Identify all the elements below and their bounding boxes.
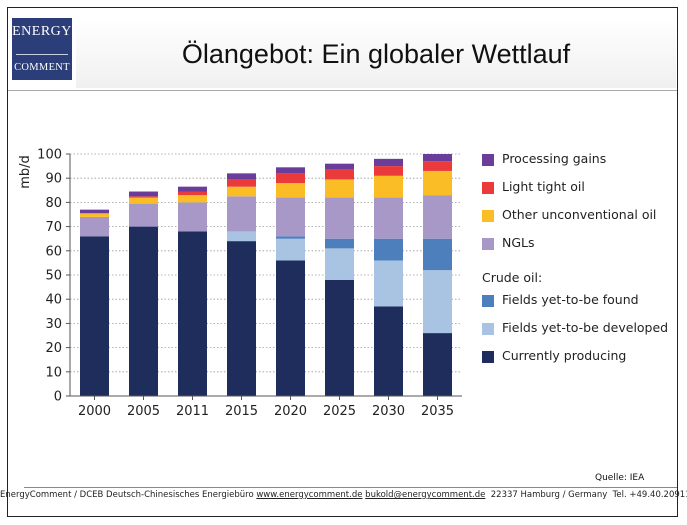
y-tick-label-40: 40 (45, 293, 62, 308)
footer: EnergyComment / DCEB Deutsch-Chinesische… (0, 490, 687, 500)
bar-2035-currently_producing (423, 333, 452, 396)
bar-2035-ngls (423, 195, 452, 239)
bar-2005-light_tight_oil (129, 196, 158, 198)
bar-2011-light_tight_oil (178, 191, 207, 196)
source-note: Quelle: IEA (595, 473, 645, 483)
y-tick-label-80: 80 (45, 196, 62, 211)
y-tick-label-60: 60 (45, 244, 62, 259)
x-tick-label-2015: 2015 (225, 404, 258, 419)
bar-2000-other_unconventional (80, 213, 109, 217)
bar-2025-other_unconventional (325, 179, 354, 198)
bar-2035-other_unconventional (423, 170, 452, 196)
y-axis-label: mb/d (18, 155, 33, 189)
bar-2030-light_tight_oil (374, 166, 403, 176)
bar-2020-processing_gains (276, 167, 305, 174)
legend-label-yet-to-be-found: Fields yet-to-be found (502, 292, 639, 307)
bar-2030-processing_gains (374, 158, 403, 167)
bar-2020-yet_to_be_developed (276, 238, 305, 261)
bar-2015-processing_gains (227, 173, 256, 180)
legend-swatch-processing-gains (482, 154, 494, 166)
x-tick-label-2030: 2030 (372, 404, 405, 419)
bar-2015-ngls (227, 196, 256, 232)
bar-2011-other_unconventional (178, 195, 207, 203)
y-tick-label-30: 30 (45, 317, 62, 332)
bar-2025-light_tight_oil (325, 169, 354, 180)
legend-swatch-yet-to-be-developed (482, 323, 494, 335)
bar-2005-other_unconventional (129, 197, 158, 204)
legend-swatch-light-tight-oil (482, 182, 494, 194)
legend-heading-crude-oil: Crude oil: (482, 270, 543, 285)
bar-2030-yet_to_be_developed (374, 260, 403, 307)
footer-email-link[interactable]: bukold@energycomment.de (365, 490, 486, 500)
y-tick-label-20: 20 (45, 341, 62, 356)
y-tick-label-70: 70 (45, 220, 62, 235)
bar-2020-ngls (276, 197, 305, 237)
legend-label-other-unconventional: Other unconventional oil (502, 207, 657, 222)
logo-line-2: COMMENT (14, 62, 70, 73)
x-tick-label-2035: 2035 (421, 404, 454, 419)
bar-2020-other_unconventional (276, 183, 305, 198)
legend-swatch-currently-producing (482, 351, 494, 363)
bar-2005-ngls (129, 203, 158, 227)
legend-label-currently-producing: Currently producing (502, 348, 627, 363)
title-divider (8, 90, 677, 91)
bar-2015-light_tight_oil (227, 179, 256, 187)
bar-2015-currently_producing (227, 241, 256, 396)
bar-2025-currently_producing (325, 279, 354, 396)
x-tick-label-2011: 2011 (176, 404, 209, 419)
bar-2035-yet_to_be_found (423, 238, 452, 271)
legend-label-processing-gains: Processing gains (502, 151, 607, 166)
bar-2011-processing_gains (178, 186, 207, 192)
bar-2011-ngls (178, 202, 207, 232)
bar-2025-yet_to_be_found (325, 238, 354, 249)
bar-2030-yet_to_be_found (374, 238, 403, 261)
bar-2000-processing_gains (80, 209, 109, 214)
x-tick-label-2005: 2005 (127, 404, 160, 419)
footer-address: 22337 Hamburg / Germany (490, 490, 608, 500)
y-tick-label-50: 50 (45, 269, 62, 284)
legend-label-light-tight-oil: Light tight oil (502, 179, 585, 194)
slide-title: Ölangebot: Ein globaler Wettlauf (76, 18, 676, 88)
bar-2000-currently_producing (80, 236, 109, 396)
legend-label-ngls: NGLs (502, 235, 535, 250)
bar-2015-yet_to_be_developed (227, 231, 256, 242)
footer-org: EnergyComment / DCEB Deutsch-Chinesische… (0, 490, 254, 500)
slide: ENERGY COMMENT Ölangebot: Ein globaler W… (7, 7, 678, 517)
legend-swatch-ngls (482, 238, 494, 250)
bar-2035-light_tight_oil (423, 161, 452, 171)
y-tick-label-100: 100 (37, 148, 62, 163)
bar-2020-yet_to_be_found (276, 236, 305, 239)
bar-2030-ngls (374, 197, 403, 239)
bar-2015-other_unconventional (227, 186, 256, 197)
legend-swatch-yet-to-be-found (482, 295, 494, 307)
footer-phone: Tel. +49.40.20911848 (612, 490, 687, 500)
y-tick-label-90: 90 (45, 172, 62, 187)
bar-2005-processing_gains (129, 191, 158, 197)
bar-2025-yet_to_be_developed (325, 248, 354, 280)
x-tick-label-2025: 2025 (323, 404, 356, 419)
y-tick-label-10: 10 (45, 365, 62, 380)
bar-2025-processing_gains (325, 163, 354, 170)
x-tick-label-2020: 2020 (274, 404, 307, 419)
legend-label-yet-to-be-developed: Fields yet-to-be developed (502, 320, 669, 335)
bar-2035-processing_gains (423, 154, 452, 162)
energycomment-logo: ENERGY COMMENT (12, 18, 72, 80)
logo-divider (16, 54, 68, 55)
bar-2030-currently_producing (374, 306, 403, 396)
y-tick-label-0: 0 (54, 390, 62, 405)
x-tick-label-2000: 2000 (78, 404, 111, 419)
bar-2020-currently_producing (276, 260, 305, 396)
bar-2030-other_unconventional (374, 175, 403, 198)
bar-2025-ngls (325, 197, 354, 239)
bar-2011-currently_producing (178, 231, 207, 396)
bar-2000-ngls (80, 216, 109, 237)
logo-line-1: ENERGY (12, 24, 72, 39)
legend-swatch-other-unconventional (482, 210, 494, 222)
footer-divider (24, 487, 677, 488)
footer-website-link[interactable]: www.energycomment.de (256, 490, 363, 500)
bar-2005-currently_producing (129, 226, 158, 396)
bar-2020-light_tight_oil (276, 173, 305, 184)
bar-2035-yet_to_be_developed (423, 270, 452, 334)
